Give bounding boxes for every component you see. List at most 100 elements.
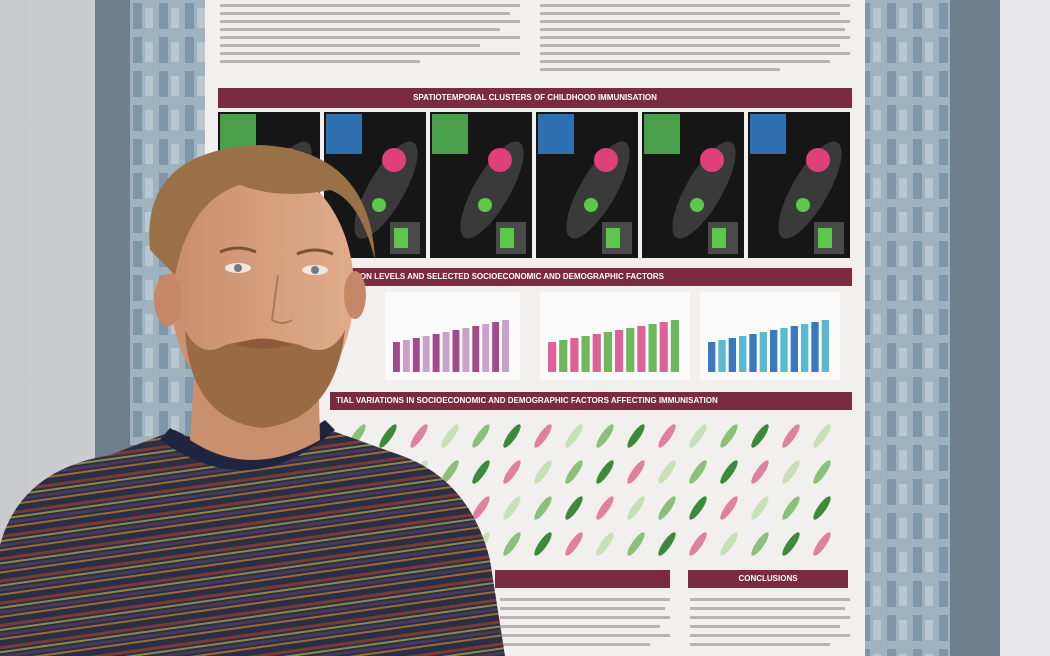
chart-bar: [801, 324, 809, 372]
small-map: [751, 496, 769, 520]
chart-bar: [472, 326, 480, 372]
chart-bar: [603, 332, 612, 372]
chart-bar: [759, 332, 767, 372]
small-map: [503, 460, 521, 484]
chart-bar: [790, 326, 798, 372]
small-map: [596, 424, 614, 448]
sweater: [0, 430, 505, 656]
chart-bar: [749, 334, 757, 372]
small-map: [534, 460, 552, 484]
chart-bar: [432, 334, 440, 372]
small-map: [720, 460, 738, 484]
small-map: [782, 460, 800, 484]
chart-bar: [592, 334, 601, 372]
map-inset-fill: [606, 228, 620, 248]
chart-bar: [393, 342, 400, 372]
chart-bar: [670, 320, 679, 372]
chart-bar: [462, 328, 470, 372]
small-map: [565, 496, 583, 520]
cluster: [806, 148, 830, 172]
cluster: [594, 148, 618, 172]
small-map: [503, 496, 521, 520]
small-map: [534, 424, 552, 448]
small-map: [534, 496, 552, 520]
beard: [185, 330, 345, 428]
small-map: [565, 424, 583, 448]
chart-bar: [780, 328, 788, 372]
small-map: [782, 424, 800, 448]
map-inset: [538, 114, 574, 154]
small-map: [751, 532, 769, 556]
small-map: [782, 532, 800, 556]
collar: [160, 420, 335, 471]
ear: [154, 274, 182, 326]
section-title: TIAL VARIATIONS IN SOCIOECONOMIC AND DEM…: [336, 396, 718, 405]
small-map: [689, 424, 707, 448]
small-map: [813, 496, 831, 520]
small-map: [596, 496, 614, 520]
chart-bar: [492, 322, 500, 372]
map-inset-fill: [500, 228, 514, 248]
chart-bar: [648, 324, 657, 372]
chart-bar: [548, 342, 557, 372]
map-inset-fill: [394, 228, 408, 248]
cluster: [478, 198, 492, 212]
chart-bar: [570, 338, 579, 372]
cluster: [488, 148, 512, 172]
iris: [234, 264, 242, 272]
section-bar: [218, 88, 852, 108]
cluster: [372, 198, 386, 212]
small-map: [627, 424, 645, 448]
small-map: [565, 532, 583, 556]
section-bar: [688, 570, 848, 588]
small-map: [596, 460, 614, 484]
small-map: [720, 532, 738, 556]
small-map: [441, 424, 459, 448]
chart-bar: [502, 320, 509, 372]
chart-bar: [626, 328, 635, 372]
small-map: [813, 424, 831, 448]
small-map: [472, 460, 490, 484]
small-map: [534, 532, 552, 556]
cluster: [690, 198, 704, 212]
section-bar: [330, 392, 852, 410]
chart-bar: [422, 336, 430, 372]
small-map: [658, 424, 676, 448]
small-map: [720, 496, 738, 520]
small-map: [751, 424, 769, 448]
small-map: [751, 460, 769, 484]
small-map: [503, 532, 521, 556]
small-map: [813, 460, 831, 484]
chart-bar: [811, 322, 819, 372]
small-map: [658, 532, 676, 556]
chart-bar: [559, 340, 568, 372]
mustache: [235, 338, 292, 349]
small-map: [503, 424, 521, 448]
map-inset-fill: [818, 228, 832, 248]
hair: [149, 145, 375, 275]
small-map: [410, 424, 428, 448]
small-map: [813, 532, 831, 556]
section-title: ISATION LEVELS AND SELECTED SOCIOECONOMI…: [340, 272, 665, 281]
small-map: [627, 532, 645, 556]
map-inset: [432, 114, 468, 154]
chart-bar: [442, 332, 450, 372]
brow: [219, 246, 257, 254]
chart-bar: [482, 324, 490, 372]
small-map: [472, 424, 490, 448]
chart-bar: [708, 342, 716, 372]
small-map: [627, 496, 645, 520]
section-title: CONCLUSIONS: [738, 574, 798, 583]
chart-bar: [452, 330, 460, 372]
chart-panels: [385, 292, 840, 380]
cluster: [796, 198, 810, 212]
brow: [296, 248, 334, 256]
small-map: [782, 496, 800, 520]
person: [0, 145, 505, 656]
small-map: [627, 460, 645, 484]
cluster: [382, 148, 406, 172]
chart-bar: [581, 336, 590, 372]
ear: [344, 271, 366, 319]
body-text: [220, 4, 850, 71]
